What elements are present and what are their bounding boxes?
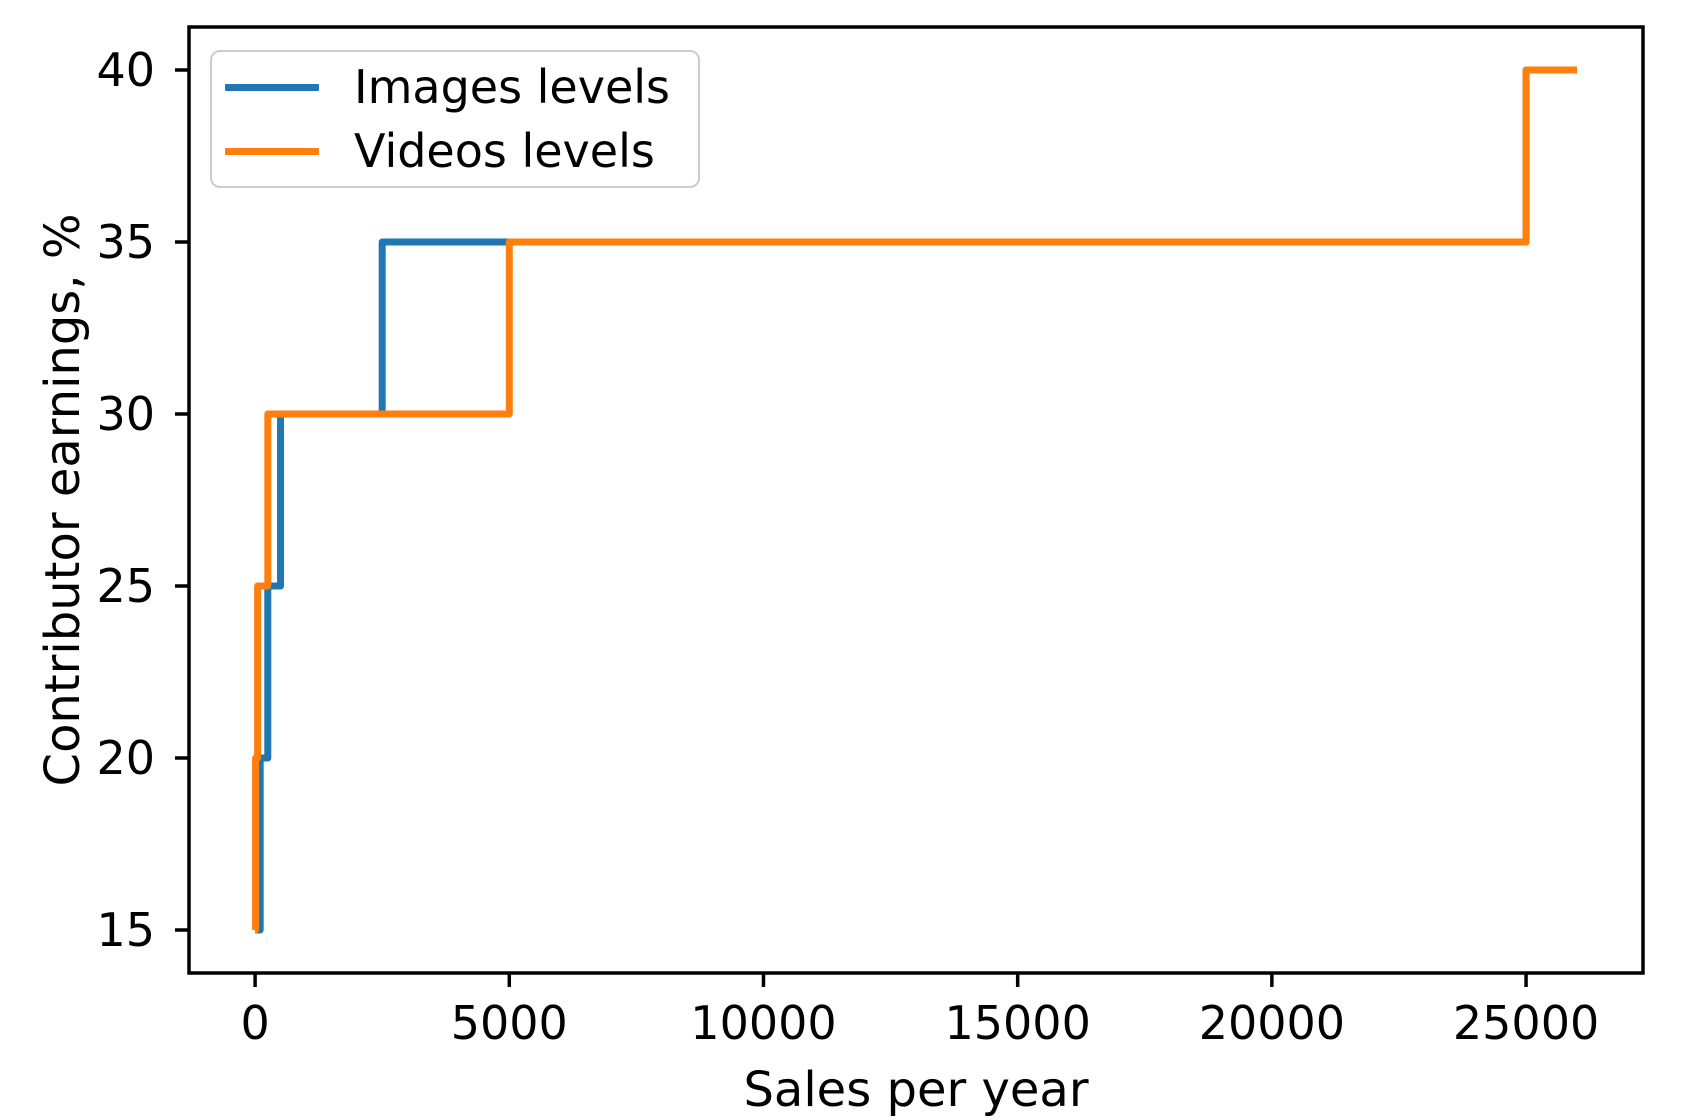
x-tick-label: 20000: [1199, 996, 1345, 1050]
legend-label-images-levels: Images levels: [354, 60, 671, 114]
legend-item-videos-levels: Videos levels: [225, 119, 670, 183]
legend-label-videos-levels: Videos levels: [354, 124, 655, 178]
x-tick-label: 15000: [945, 996, 1091, 1050]
y-tick-label: 35: [96, 215, 155, 269]
y-tick-label: 25: [96, 559, 155, 613]
y-tick-label: 15: [96, 903, 155, 957]
series-line-videos-levels: [252, 66, 1577, 934]
x-tick-label: 10000: [690, 996, 836, 1050]
legend: Images levels Videos levels: [210, 50, 701, 188]
x-tick-label: 5000: [451, 996, 568, 1050]
images-series-line-sample: [225, 83, 319, 91]
videos-series-line-sample: [225, 147, 319, 155]
axes-frame: [187, 25, 1645, 975]
y-tick-label: 20: [96, 731, 155, 785]
x-tick-label: 25000: [1453, 996, 1599, 1050]
y-tick-label: 30: [96, 387, 155, 441]
x-tick-label: 0: [240, 996, 269, 1050]
legend-item-images-levels: Images levels: [225, 55, 670, 119]
y-tick-label: 40: [96, 43, 155, 97]
